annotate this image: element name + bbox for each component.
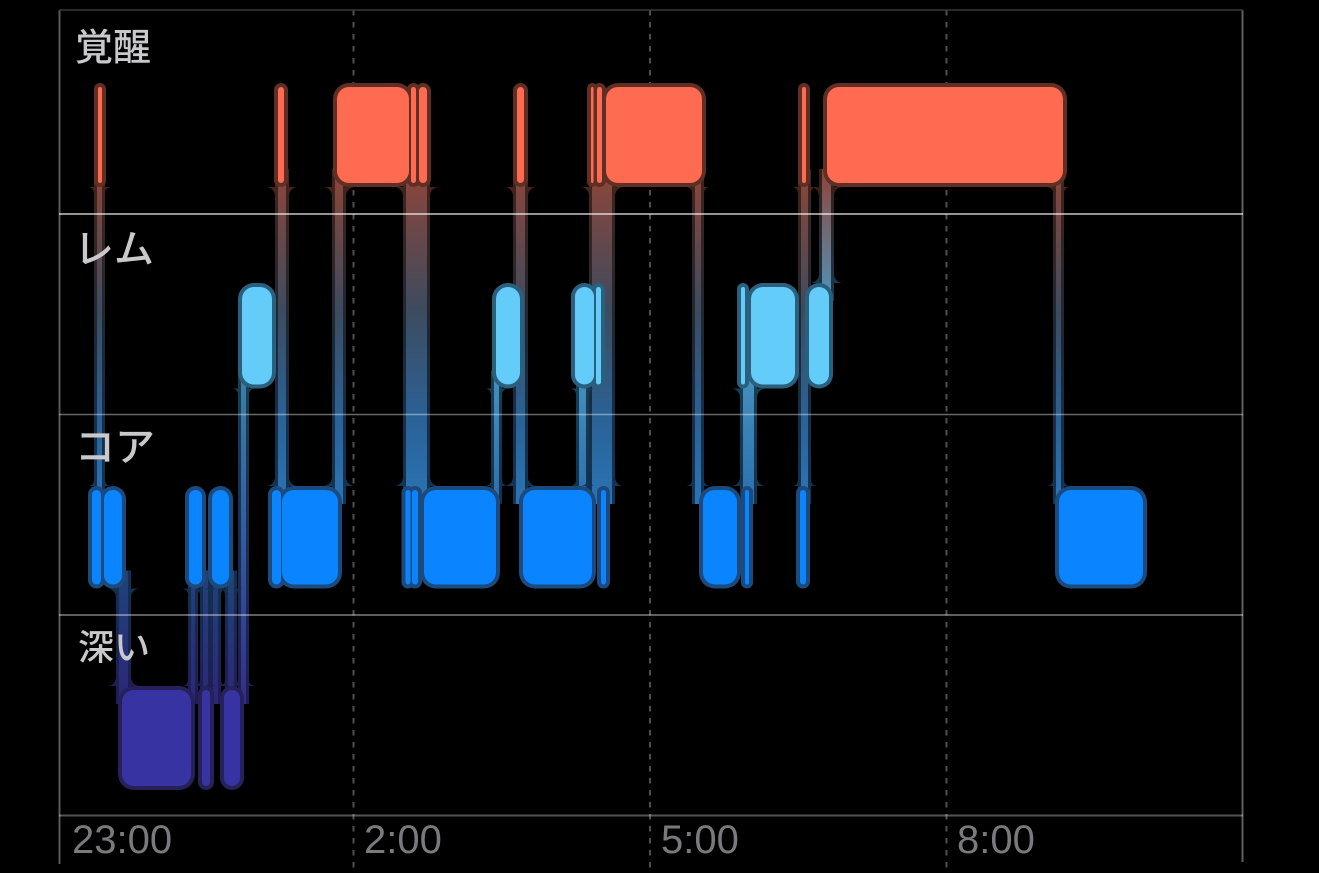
svg-text:8:00: 8:00 (957, 818, 1035, 862)
svg-text:2:00: 2:00 (364, 818, 442, 862)
svg-text:23:00: 23:00 (72, 818, 172, 862)
svg-text:5:00: 5:00 (661, 818, 739, 862)
